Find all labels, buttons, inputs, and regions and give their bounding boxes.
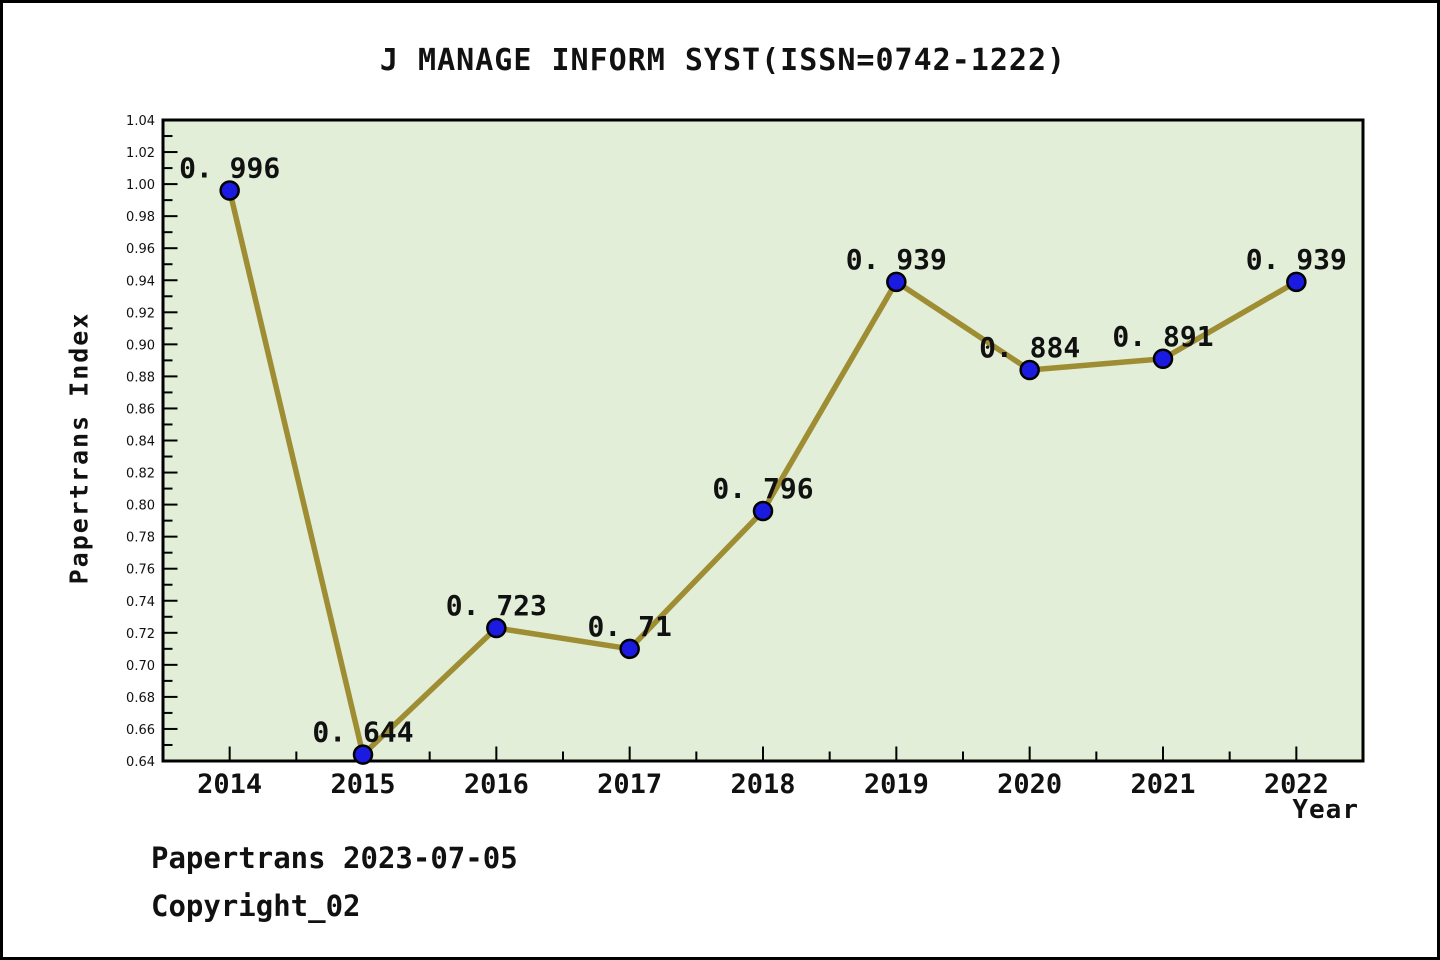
y-axis-tick-label: 0.86 [126, 402, 155, 417]
plot-background [161, 118, 1365, 763]
y-axis-tick-label: 0.92 [126, 306, 155, 321]
x-axis-tick-label: 2016 [464, 769, 529, 800]
x-axis-tick-label: 2017 [597, 769, 662, 800]
y-axis-tick-label: 0.88 [126, 370, 155, 385]
plot-area: 0.64 0.66 0.68 0.70 0.72 0.74 0.76 0.78 0.80 0.82… [126, 114, 1365, 800]
data-point [1286, 271, 1307, 293]
x-axis-tick-label: 2022 [1264, 769, 1329, 800]
y-axis-tick-label: 0.68 [126, 691, 155, 706]
data-point-label: 0. 939 [846, 243, 947, 276]
y-axis-tick-label: 0.66 [126, 723, 155, 738]
data-point [619, 638, 640, 660]
y-axis-tick-label: 0.96 [126, 242, 155, 257]
y-axis-tick-label: 0.70 [126, 659, 155, 674]
data-point-label: 0. 939 [1246, 243, 1347, 276]
y-axis-tick-label: 0.80 [126, 499, 155, 514]
y-axis-tick-label: 0.78 [126, 531, 155, 546]
data-point [352, 744, 374, 765]
data-point [219, 180, 240, 201]
y-axis-tick-label: 0.82 [126, 467, 155, 482]
y-axis-tick-label: 0.98 [126, 210, 155, 225]
x-axis-tick-label: 2015 [330, 769, 395, 800]
x-axis-tick-label: 2020 [997, 769, 1062, 800]
y-axis-tick-label: 0.84 [126, 435, 155, 450]
data-point-label: 0. 796 [712, 472, 813, 505]
data-point-label: 0. 723 [446, 589, 547, 622]
data-point-label: 0. 891 [1112, 320, 1213, 353]
footer-copyright: Copyright_02 [151, 889, 361, 923]
x-axis-tick-label: 2021 [1130, 769, 1195, 800]
chart-title: J MANAGE INFORM SYST(ISSN=0742-1222) [379, 43, 1067, 78]
data-point [752, 500, 774, 522]
y-axis-tick-label: 0.74 [126, 595, 155, 610]
data-point-label: 0. 644 [312, 716, 413, 749]
y-axis-tick-label: 1.04 [126, 114, 155, 129]
data-point [1019, 359, 1040, 381]
y-axis-tick-label: 0.64 [126, 755, 155, 770]
data-point-label: 0. 884 [979, 331, 1080, 364]
y-axis-tick-label: 0.94 [126, 274, 155, 289]
x-axis-tick-label: 2014 [197, 769, 262, 800]
y-axis-tick-label: 0.72 [126, 627, 155, 642]
data-point [486, 617, 507, 639]
data-point [886, 271, 907, 293]
data-point [1152, 348, 1174, 370]
x-axis-tick-label: 2019 [864, 769, 929, 800]
footer-source-date: Papertrans 2023-07-05 [151, 841, 518, 875]
x-axis-tick-label: 2018 [730, 769, 795, 800]
y-axis-tick-label: 1.00 [126, 178, 155, 193]
y-axis-tick-label: 0.90 [126, 338, 155, 353]
y-axis-tick-label: 0.76 [126, 563, 155, 578]
y-axis-tick-label: 1.02 [126, 146, 155, 161]
data-point-label: 0. 996 [179, 152, 280, 185]
data-point-label: 0. 71 [588, 610, 672, 643]
x-axis-label: Year [1292, 795, 1359, 825]
